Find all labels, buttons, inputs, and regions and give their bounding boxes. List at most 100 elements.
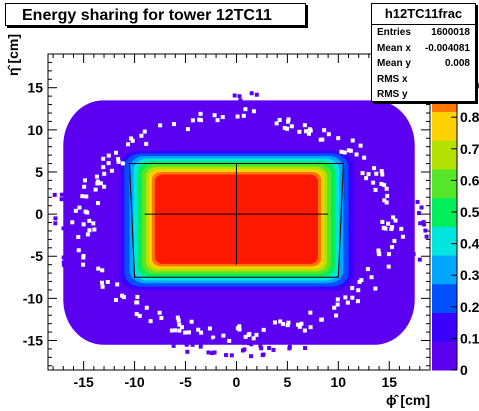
y-tick-label: 15 xyxy=(27,80,43,96)
heatmap-cell xyxy=(93,187,98,192)
heatmap-cell xyxy=(106,130,111,135)
heatmap-cell xyxy=(82,184,87,189)
heatmap-cell xyxy=(395,165,400,170)
heatmap-cell xyxy=(106,306,111,311)
heatmap-cell xyxy=(243,334,248,339)
heatmap-cell xyxy=(356,317,361,322)
stats-row: Mean x -0.004081 xyxy=(372,41,475,57)
heatmap-cell xyxy=(365,267,370,272)
heatmap-cell xyxy=(235,114,240,119)
heatmap-cell xyxy=(373,187,378,192)
heatmap-cell xyxy=(134,125,139,130)
heatmap-cell xyxy=(240,348,245,353)
heatmap-cell xyxy=(271,347,276,352)
heatmap-cell xyxy=(350,295,355,300)
heatmap-cell xyxy=(88,302,93,307)
heatmap-cell xyxy=(318,137,323,142)
heatmap-cell xyxy=(396,288,401,293)
heatmap-cell xyxy=(342,150,347,155)
heatmap-cell xyxy=(423,228,428,233)
heatmap-cell xyxy=(159,339,164,344)
heatmap-layer xyxy=(52,91,429,359)
heatmap-cell xyxy=(120,309,125,314)
heatmap-cell xyxy=(121,295,126,300)
heatmap-cell xyxy=(84,288,89,293)
heatmap-cell xyxy=(170,100,175,105)
heatmap-cell xyxy=(100,280,105,285)
heatmap-cell xyxy=(379,181,384,186)
heatmap-cell xyxy=(399,226,404,231)
heatmap-cell xyxy=(391,215,396,220)
heatmap-cell xyxy=(185,109,190,114)
y-tick-label: 0 xyxy=(35,206,43,222)
heatmap-cell xyxy=(389,227,394,232)
heatmap-cell xyxy=(100,268,105,273)
heatmap-cell xyxy=(368,298,373,303)
heatmap-cell xyxy=(392,279,397,284)
stats-row: Mean y 0.008 xyxy=(372,56,475,72)
heatmap-cell xyxy=(313,337,318,342)
heatmap-cell xyxy=(114,150,119,155)
colorbar-tick-label: 0.8 xyxy=(460,109,479,125)
heatmap-cell xyxy=(254,332,259,337)
stats-row-value: -0.004081 xyxy=(424,42,470,54)
heatmap-cell xyxy=(101,165,106,170)
heatmap-cell xyxy=(286,320,291,325)
heatmap-halo-cells xyxy=(52,91,429,359)
heatmap-cell xyxy=(167,112,172,117)
heatmap-cell xyxy=(334,113,339,118)
heatmap-cell xyxy=(247,341,252,346)
heatmap-cell xyxy=(141,334,146,339)
heatmap-cell xyxy=(282,126,287,131)
colorbar-segment xyxy=(432,226,457,256)
heatmap-cell xyxy=(103,297,108,302)
heatmap-cell xyxy=(395,281,400,286)
heatmap-cell xyxy=(289,107,294,112)
heatmap-cell xyxy=(106,153,111,158)
heatmap-cell xyxy=(171,343,176,348)
heatmap-cell xyxy=(81,222,86,227)
heatmap-cell xyxy=(332,305,337,310)
heatmap-cell xyxy=(418,221,423,226)
heatmap-cell xyxy=(285,126,290,131)
heatmap-cell xyxy=(73,208,78,213)
heatmap-cell xyxy=(81,274,86,279)
y-tick-label: 10 xyxy=(27,122,43,138)
heatmap-cell xyxy=(153,120,158,125)
heatmap-cell xyxy=(135,294,140,299)
heatmap-cell xyxy=(185,349,190,354)
x-tick-label: -10 xyxy=(124,374,144,390)
heatmap-cell xyxy=(83,209,88,214)
heatmap-cell xyxy=(343,295,348,300)
heatmap-cell xyxy=(277,117,282,122)
heatmap-cell xyxy=(82,178,87,183)
heatmap-cell xyxy=(157,310,162,315)
heatmap-cell xyxy=(398,187,403,192)
heatmap-cell xyxy=(382,279,387,284)
heatmap-cell xyxy=(153,334,158,339)
heatmap-cell xyxy=(393,218,398,223)
heatmap-cell xyxy=(241,113,246,118)
heatmap-cell xyxy=(206,350,211,355)
heatmap-cell xyxy=(148,326,153,331)
colorbar-tick-label: 0.1 xyxy=(460,330,479,346)
heatmap-cell xyxy=(150,117,155,122)
heatmap-cell xyxy=(177,328,182,333)
heatmap-cell xyxy=(280,321,285,326)
heatmap-cell xyxy=(81,262,86,267)
heatmap-cell xyxy=(374,171,379,176)
heatmap-cell xyxy=(261,327,266,332)
tower-outline xyxy=(128,163,344,278)
x-tick-label: 5 xyxy=(283,374,291,390)
colorbar-segment xyxy=(432,140,457,170)
heatmap-cell xyxy=(120,161,125,166)
heatmap-cell xyxy=(98,181,103,186)
heatmap-cell xyxy=(391,286,396,291)
heatmap-cell xyxy=(221,333,226,338)
heatmap-cell xyxy=(405,181,410,186)
heatmap-cell xyxy=(308,325,313,330)
stats-row: RMS y xyxy=(372,87,475,103)
heatmap-cell xyxy=(376,248,381,253)
plot-frame xyxy=(47,53,431,371)
